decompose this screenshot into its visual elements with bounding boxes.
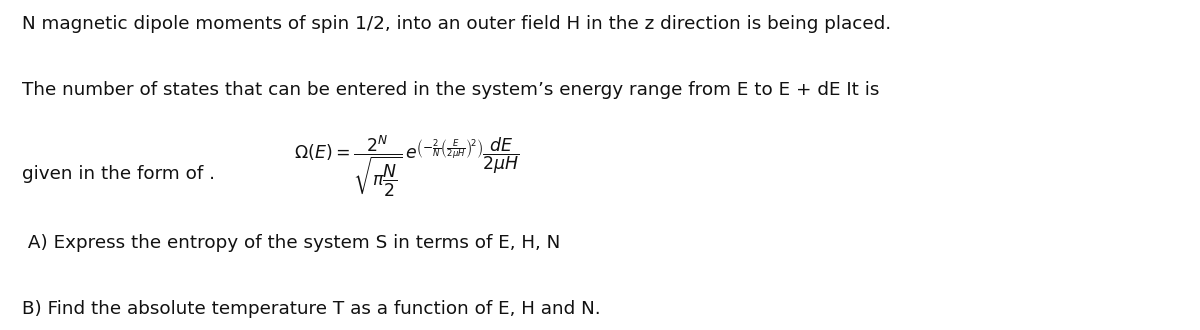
Text: A) Express the entropy of the system S in terms of E, H, N: A) Express the entropy of the system S i…	[22, 234, 560, 252]
Text: N magnetic dipole moments of spin 1/2, into an outer field H in the z direction : N magnetic dipole moments of spin 1/2, i…	[22, 15, 890, 33]
Text: $\Omega(E) = \dfrac{2^N}{\sqrt{\pi \dfrac{N}{2}}}\, e^{\left(-\frac{2}{N}\left(\: $\Omega(E) = \dfrac{2^N}{\sqrt{\pi \dfra…	[294, 134, 520, 199]
Text: B) Find the absolute temperature T as a function of E, H and N.: B) Find the absolute temperature T as a …	[22, 300, 600, 318]
Text: given in the form of .: given in the form of .	[22, 165, 215, 183]
Text: The number of states that can be entered in the system’s energy range from E to : The number of states that can be entered…	[22, 81, 878, 99]
